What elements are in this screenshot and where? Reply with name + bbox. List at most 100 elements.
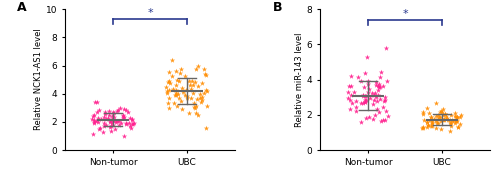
Point [454, 126, 462, 129]
Point [362, 99, 370, 102]
Point [101, 110, 109, 113]
Point [448, 113, 456, 116]
Point [446, 130, 454, 133]
Point [432, 126, 440, 129]
Point [190, 105, 198, 108]
Point [90, 122, 98, 125]
Point [164, 102, 172, 105]
Point [358, 94, 366, 97]
Point [357, 121, 365, 124]
Point [348, 75, 356, 78]
Point [105, 114, 113, 117]
Point [191, 107, 199, 110]
Point [352, 105, 360, 108]
Point [418, 126, 426, 129]
Point [428, 115, 436, 118]
Point [94, 109, 102, 112]
Point [173, 79, 181, 82]
Point [361, 72, 369, 75]
Point [89, 132, 97, 135]
Point [90, 120, 98, 123]
Point [382, 95, 390, 98]
Point [198, 81, 205, 84]
Point [190, 81, 198, 84]
Point [108, 115, 116, 117]
Point [188, 88, 196, 91]
Point [193, 98, 201, 100]
Point [360, 101, 368, 104]
Point [166, 82, 174, 85]
Point [453, 116, 461, 119]
Text: B: B [272, 1, 282, 14]
Point [174, 96, 182, 99]
Point [111, 128, 119, 131]
Point [439, 107, 447, 110]
Point [418, 127, 426, 130]
Point [384, 115, 392, 118]
Point [120, 107, 128, 110]
Point [448, 125, 456, 128]
Point [437, 120, 445, 123]
Point [110, 111, 118, 114]
Point [346, 99, 354, 102]
Point [184, 95, 192, 98]
Point [420, 113, 428, 116]
Point [94, 117, 102, 120]
Point [172, 104, 180, 107]
Point [176, 79, 184, 82]
Point [107, 125, 115, 128]
Point [122, 122, 130, 125]
Point [428, 124, 436, 127]
Point [101, 113, 109, 115]
Point [126, 117, 134, 120]
Point [128, 119, 136, 122]
Y-axis label: Relative miR-143 level: Relative miR-143 level [295, 32, 304, 127]
Point [176, 67, 184, 70]
Point [172, 84, 180, 87]
Point [424, 120, 432, 123]
Point [427, 115, 435, 118]
Point [436, 115, 444, 118]
Point [380, 99, 388, 102]
Point [419, 126, 427, 128]
Point [99, 131, 107, 134]
Point [453, 116, 461, 119]
Point [90, 118, 98, 121]
Point [436, 110, 444, 113]
Point [108, 122, 116, 125]
Point [360, 85, 368, 88]
Point [419, 111, 427, 114]
Point [172, 70, 180, 73]
Point [372, 84, 380, 87]
Point [346, 85, 354, 87]
Point [375, 111, 383, 114]
Point [364, 90, 372, 93]
Point [357, 102, 365, 105]
Point [440, 117, 448, 120]
Point [129, 123, 137, 126]
Point [366, 96, 374, 99]
Point [374, 94, 382, 97]
Point [118, 114, 126, 117]
Point [110, 112, 118, 115]
Point [108, 130, 116, 133]
Point [105, 109, 113, 112]
Point [100, 116, 108, 119]
Point [119, 113, 127, 116]
Point [369, 118, 377, 121]
Point [108, 118, 116, 121]
Point [110, 115, 118, 118]
Point [363, 55, 371, 58]
Point [424, 124, 432, 127]
Point [200, 72, 208, 75]
Point [432, 102, 440, 105]
Point [428, 120, 436, 123]
Text: *: * [402, 9, 408, 19]
Point [454, 125, 462, 128]
Point [375, 85, 383, 88]
Point [352, 109, 360, 112]
Point [106, 120, 114, 123]
Point [354, 75, 362, 78]
Point [192, 104, 200, 107]
Point [426, 124, 434, 127]
